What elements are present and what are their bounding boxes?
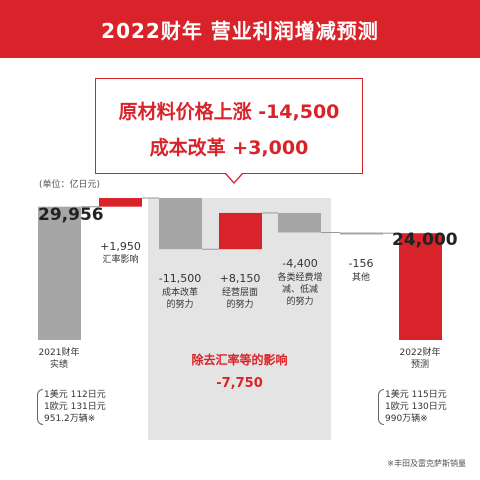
note-right-bracket xyxy=(378,389,384,425)
highlight-label: 除去汇率等的影响 xyxy=(191,353,288,367)
value-label: -11,500 xyxy=(158,272,202,285)
note-left-bracket xyxy=(37,389,43,425)
note-left: 1美元 112日元 1欧元 131日元 951.2万辆※ xyxy=(37,389,106,425)
category-label: 2022财年 预测 xyxy=(399,348,441,370)
category-label: 其他 xyxy=(351,273,370,283)
note-left-line: 1美元 112日元 xyxy=(44,390,106,400)
note-right: 1美元 115日元 1欧元 130日元 990万辆※ xyxy=(378,389,447,425)
waterfall-bar xyxy=(219,212,262,250)
note-right-line: 990万辆※ xyxy=(385,414,428,424)
waterfall-bar xyxy=(399,233,442,340)
category-label: 经营层面 的努力 xyxy=(221,288,258,310)
value-label: -4,400 xyxy=(282,257,318,270)
category-label: 2021财年 实绩 xyxy=(38,348,80,370)
callout-line-cost-reform: 成本改革 +3,000 xyxy=(149,137,309,159)
category-label: 成本改革 的努力 xyxy=(161,288,198,310)
waterfall-bar xyxy=(278,212,321,233)
category-label: 汇率影响 xyxy=(102,255,139,265)
value-label: +8,150 xyxy=(219,272,261,285)
highlight-value: -7,750 xyxy=(216,376,263,391)
value-label: 24,000 xyxy=(392,230,458,250)
callout-box: 原材料价格上涨 -14,500 成本改革 +3,000 xyxy=(95,78,363,174)
footnote: ※丰田及雷克萨斯销量 xyxy=(387,459,466,468)
value-label: 29,956 xyxy=(38,205,104,225)
callout-line-materials: 原材料价格上涨 -14,500 xyxy=(118,101,340,123)
value-label: +1,950 xyxy=(100,240,141,253)
header-title: 2022财年 营业利润增减预测 xyxy=(0,0,480,58)
category-label: 各类经费增 减、低减 的努力 xyxy=(277,273,323,307)
note-left-line: 1欧元 131日元 xyxy=(44,402,106,412)
note-left-line: 951.2万辆※ xyxy=(44,414,96,424)
waterfall-bar xyxy=(159,198,202,250)
callout-pointer-inner xyxy=(226,173,242,182)
waterfall-bar xyxy=(340,232,383,235)
waterfall-bar xyxy=(99,198,142,207)
note-right-line: 1欧元 130日元 xyxy=(385,402,447,412)
waterfall-bar xyxy=(38,206,81,340)
unit-label: (单位：亿日元) xyxy=(39,180,101,190)
note-right-line: 1美元 115日元 xyxy=(385,390,447,400)
value-label: -156 xyxy=(348,257,374,270)
